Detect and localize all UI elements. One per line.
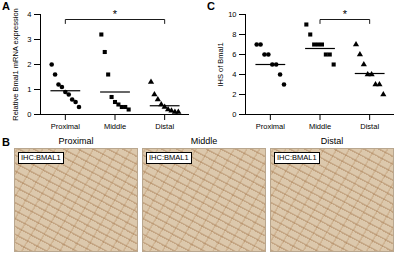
- html-text:A: A: [2, 0, 10, 12]
- svg-text:*: *: [113, 8, 118, 20]
- svg-text:Distal: Distal: [360, 122, 379, 131]
- svg-text:*: *: [343, 8, 348, 20]
- svg-text:4: 4: [27, 10, 31, 19]
- html-text:Middle: Middle: [190, 136, 218, 146]
- svg-text:10: 10: [228, 10, 236, 19]
- svg-text:0: 0: [27, 110, 31, 119]
- svg-text:2: 2: [232, 90, 236, 99]
- svg-text:Middle: Middle: [104, 122, 126, 131]
- svg-text:Distal: Distal: [155, 122, 174, 131]
- html-text:IHC:BMAL1: IHC:BMAL1: [21, 153, 61, 162]
- svg-text:Proximal: Proximal: [51, 122, 81, 131]
- svg-text:Relative Bmal1 mRNA expression: Relative Bmal1 mRNA expression: [11, 8, 20, 121]
- svg-text:Middle: Middle: [309, 122, 331, 131]
- html-text:B: B: [2, 136, 10, 148]
- svg-text:2: 2: [27, 60, 31, 69]
- html-text:IHC:BMAL1: IHC:BMAL1: [277, 153, 317, 162]
- html-text:Proximal: Proximal: [58, 136, 94, 146]
- html-text:C: C: [207, 0, 215, 12]
- svg-text:Proximal: Proximal: [256, 122, 286, 131]
- html-text:Distal: Distal: [320, 136, 344, 146]
- svg-text:1: 1: [27, 85, 31, 94]
- svg-text:0: 0: [232, 110, 236, 119]
- svg-text:6: 6: [232, 50, 236, 59]
- svg-text:4: 4: [232, 70, 236, 79]
- svg-text:3: 3: [27, 35, 31, 44]
- svg-text:8: 8: [232, 30, 236, 39]
- svg-text:IHS of Bmal1: IHS of Bmal1: [216, 42, 225, 86]
- html-text:IHC:BMAL1: IHC:BMAL1: [149, 153, 189, 162]
